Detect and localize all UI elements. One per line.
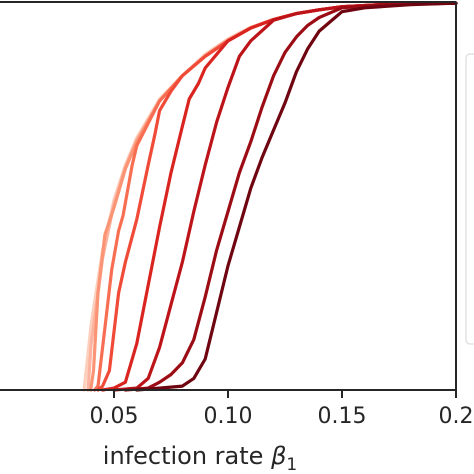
- series-line-4: [92, 1, 458, 392]
- x-axis-title: infection rate β1: [103, 442, 297, 474]
- series-line-8: [123, 1, 458, 392]
- plot-frame: [0, 1, 457, 391]
- series-line-3: [89, 1, 458, 392]
- series-line-7: [112, 1, 458, 392]
- series-line-9: [135, 1, 458, 392]
- legend-box: [465, 53, 474, 345]
- x-ticks: 0.05 0.10 0.15 0.2: [90, 390, 474, 429]
- x-tick-label-3: 0.15: [318, 404, 367, 429]
- series-line-5: [96, 1, 458, 392]
- x-tick-label-4: 0.2: [439, 404, 474, 429]
- x-tick-label-2: 0.10: [204, 404, 253, 429]
- x-tick-label-1: 0.05: [90, 404, 139, 429]
- series-layer: [82, 1, 458, 392]
